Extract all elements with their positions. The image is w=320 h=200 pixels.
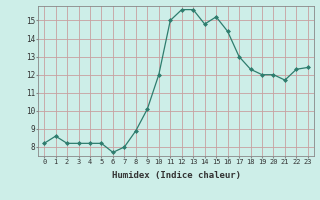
- X-axis label: Humidex (Indice chaleur): Humidex (Indice chaleur): [111, 171, 241, 180]
